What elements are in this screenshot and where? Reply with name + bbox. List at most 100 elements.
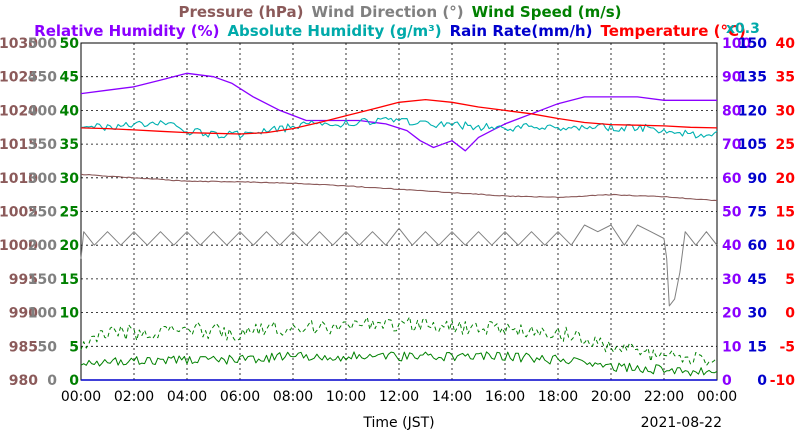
relative-humidity-tick-label: 90 xyxy=(722,70,742,86)
temperature-tick-label: 35 xyxy=(776,70,795,86)
x-tick-label: 00:00 xyxy=(61,389,101,405)
wind-speed-tick-label: 30 xyxy=(60,171,80,187)
relative-humidity-tick-label: 40 xyxy=(722,238,742,254)
x-tick-label: 08:00 xyxy=(273,389,313,405)
wind-direction-tick-label: 250 xyxy=(28,205,57,221)
rain-rate-tick-label: 75 xyxy=(748,205,767,221)
rain-rate-tick-label: 30 xyxy=(748,306,768,322)
wind-speed-tick-label: 25 xyxy=(60,205,79,221)
x-tick-label: 14:00 xyxy=(432,389,472,405)
x-tick-label: 22:00 xyxy=(644,389,684,405)
series-line-5 xyxy=(80,316,718,366)
pressure-tick-label: 990 xyxy=(9,306,38,322)
rain-rate-tick-label: 105 xyxy=(738,137,767,153)
temperature-tick-label: 10 xyxy=(776,238,796,254)
x-axis: 00:00 02:00 04:00 06:00 08:00 10:00 12:00 14:00… xyxy=(61,389,737,405)
pressure-tick-label: 1000 xyxy=(0,238,38,254)
relative-humidity-tick-label: 80 xyxy=(722,103,742,119)
relative-humidity-tick-label: 50 xyxy=(722,205,742,221)
series-layer xyxy=(80,72,718,381)
left-axes: 9809859909951000100510101015102010251030… xyxy=(0,36,79,389)
temperature-tick-label: 30 xyxy=(776,103,796,119)
wind-direction-tick-label: 400 xyxy=(28,103,57,119)
chart-subtitle: Relative Humidity (%) Absolute Humidity (… xyxy=(34,22,746,40)
wind-speed-tick-label: 40 xyxy=(60,103,80,119)
pressure-tick-label: 1030 xyxy=(0,36,38,52)
right-axes: 0102030405060708090100015304560759010512… xyxy=(722,36,795,389)
title-part: Relative Humidity (%) xyxy=(34,22,219,40)
x-axis-label: Time (JST) xyxy=(362,415,434,431)
relative-humidity-tick-label: 0 xyxy=(722,373,732,389)
temperature-tick-label: 25 xyxy=(776,137,795,153)
x-tick-label: 02:00 xyxy=(114,389,154,405)
relative-humidity-tick-label: 70 xyxy=(722,137,742,153)
pressure-tick-label: 980 xyxy=(9,373,38,389)
title-part: Pressure (hPa) xyxy=(178,3,303,21)
pressure-tick-label: 1005 xyxy=(0,205,38,221)
rain-rate-tick-label: 120 xyxy=(738,103,767,119)
series-line-2 xyxy=(80,98,718,135)
rain-rate-tick-label: 60 xyxy=(748,238,768,254)
wind-speed-tick-label: 0 xyxy=(69,373,79,389)
series-line-1 xyxy=(80,116,718,139)
x-tick-label: 18:00 xyxy=(538,389,578,405)
temperature-tick-label: -5 xyxy=(779,339,795,355)
date-label: 2021-08-22 xyxy=(641,415,722,431)
title-part: Rain Rate(mm/h) xyxy=(450,22,593,40)
series-line-6 xyxy=(80,351,718,377)
rain-rate-tick-label: 0 xyxy=(757,373,767,389)
wind-direction-tick-label: 450 xyxy=(28,70,57,86)
temperature-tick-label: 5 xyxy=(785,272,795,288)
wind-direction-tick-label: 150 xyxy=(28,272,57,288)
abs-humidity-scale-note: x0.3 xyxy=(726,21,760,37)
wind-speed-tick-label: 20 xyxy=(60,238,80,254)
wind-speed-tick-label: 35 xyxy=(60,137,79,153)
x-tick-label: 20:00 xyxy=(591,389,631,405)
wind-direction-tick-label: 0 xyxy=(47,373,57,389)
wind-speed-tick-label: 5 xyxy=(69,339,79,355)
rain-rate-tick-label: 90 xyxy=(748,171,768,187)
series-line-4 xyxy=(80,224,718,307)
relative-humidity-tick-label: 20 xyxy=(722,306,742,322)
pressure-tick-label: 1015 xyxy=(0,137,38,153)
x-tick-label: 00:00 xyxy=(697,389,737,405)
title-part: Absolute Humidity (g/m³) xyxy=(227,22,441,40)
pressure-tick-label: 1020 xyxy=(0,103,38,119)
wind-speed-tick-label: 10 xyxy=(60,306,80,322)
temperature-tick-label: 40 xyxy=(776,36,796,52)
chart-title: Pressure (hPa) Wind Direction (°) Wind Spe… xyxy=(178,3,621,21)
wind-direction-tick-label: 300 xyxy=(28,171,57,187)
x-tick-label: 06:00 xyxy=(220,389,260,405)
rain-rate-tick-label: 150 xyxy=(738,36,767,52)
title-part: Wind Direction (°) xyxy=(311,3,463,21)
relative-humidity-tick-label: 100 xyxy=(722,36,751,52)
title-part: Temperature (°C) xyxy=(600,22,745,40)
title-part: Wind Speed (m/s) xyxy=(472,3,622,21)
wind-speed-tick-label: 15 xyxy=(60,272,79,288)
temperature-tick-label: -10 xyxy=(770,373,796,389)
x-tick-label: 04:00 xyxy=(167,389,207,405)
pressure-tick-label: 1025 xyxy=(0,70,38,86)
relative-humidity-tick-label: 30 xyxy=(722,272,742,288)
wind-direction-tick-label: 350 xyxy=(28,137,57,153)
wind-speed-tick-label: 45 xyxy=(60,70,79,86)
series-line-0 xyxy=(80,72,717,152)
pressure-tick-label: 995 xyxy=(9,272,38,288)
x-tick-label: 12:00 xyxy=(379,389,419,405)
wind-direction-tick-label: 200 xyxy=(28,238,57,254)
wind-speed-tick-label: 50 xyxy=(60,36,80,52)
relative-humidity-tick-label: 60 xyxy=(722,171,742,187)
temperature-tick-label: 15 xyxy=(776,205,795,221)
temperature-tick-label: 0 xyxy=(785,306,795,322)
rain-rate-tick-label: 135 xyxy=(738,70,767,86)
wind-direction-tick-label: 500 xyxy=(28,36,57,52)
temperature-tick-label: 20 xyxy=(776,171,796,187)
rain-rate-tick-label: 15 xyxy=(748,339,767,355)
relative-humidity-tick-label: 10 xyxy=(722,339,742,355)
wind-direction-tick-label: 50 xyxy=(38,339,58,355)
wind-direction-tick-label: 100 xyxy=(28,306,57,322)
rain-rate-tick-label: 45 xyxy=(748,272,767,288)
x-tick-label: 16:00 xyxy=(485,389,525,405)
pressure-tick-label: 1010 xyxy=(0,171,38,187)
